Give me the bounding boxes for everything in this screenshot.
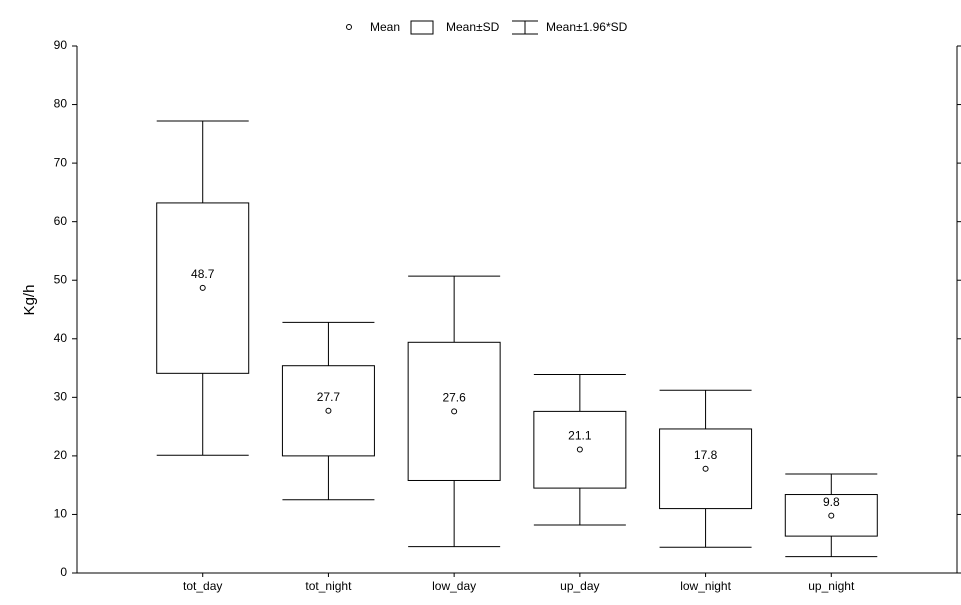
value-label: 21.1 xyxy=(568,429,592,443)
legend-box-icon xyxy=(410,20,434,35)
x-tick-label: tot_night xyxy=(305,579,352,593)
x-tick-label: up_day xyxy=(560,579,599,593)
y-tick-label: 80 xyxy=(54,97,68,111)
x-tick-label: low_night xyxy=(680,579,731,593)
mean-point xyxy=(199,284,206,291)
y-tick-label: 30 xyxy=(54,390,68,404)
legend-mean-icon xyxy=(346,24,352,30)
y-axis-label: Kg/h xyxy=(21,285,38,316)
mean-point xyxy=(702,465,709,472)
legend-label: Mean xyxy=(370,20,400,34)
mean-point xyxy=(828,512,835,519)
y-tick-label: 60 xyxy=(54,214,68,228)
x-tick-label: low_day xyxy=(432,579,476,593)
y-tick-label: 90 xyxy=(54,38,68,52)
legend-label: Mean±SD xyxy=(446,20,500,34)
value-label: 9.8 xyxy=(823,495,840,509)
mean-point xyxy=(325,407,332,414)
y-tick-label: 40 xyxy=(54,331,68,345)
value-label: 17.8 xyxy=(694,448,718,462)
x-tick-label: up_night xyxy=(808,579,855,593)
value-label: 27.6 xyxy=(442,391,466,405)
value-label: 48.7 xyxy=(191,267,215,281)
y-tick-label: 10 xyxy=(54,507,68,521)
y-tick-label: 50 xyxy=(54,272,68,286)
mean-point xyxy=(576,446,583,453)
mean-point xyxy=(451,408,458,415)
legend-whisker-icon xyxy=(512,20,538,35)
y-tick-label: 70 xyxy=(54,155,68,169)
y-tick-label: 0 xyxy=(60,565,67,579)
legend-label: Mean±1.96*SD xyxy=(546,20,628,34)
y-tick-label: 20 xyxy=(54,448,68,462)
x-tick-label: tot_day xyxy=(183,579,222,593)
value-label: 27.7 xyxy=(317,390,341,404)
